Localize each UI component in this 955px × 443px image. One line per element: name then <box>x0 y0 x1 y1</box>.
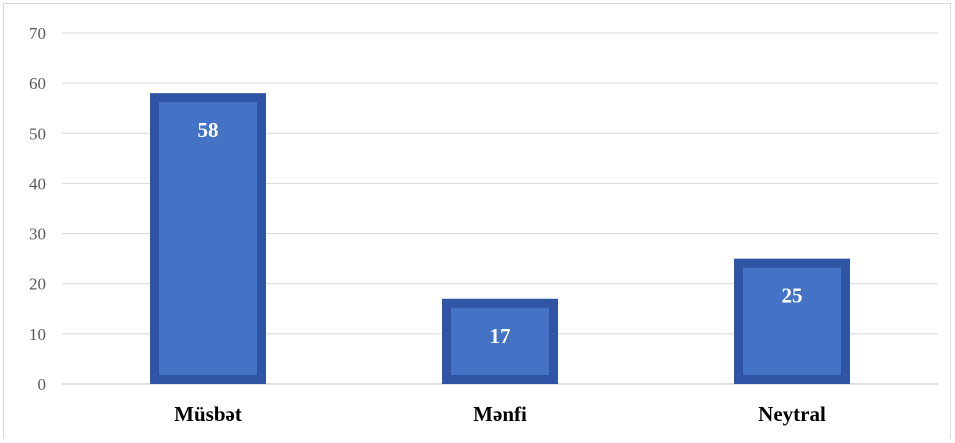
bar-group: 17 <box>442 298 558 384</box>
x-category-label: Mənfi <box>473 402 527 426</box>
data-label: 58 <box>198 118 219 142</box>
y-tick-label: 20 <box>29 275 46 294</box>
y-tick-label: 50 <box>29 124 46 143</box>
y-tick-label: 30 <box>29 225 46 244</box>
y-tick-label: 60 <box>29 74 46 93</box>
bars: 58 17 25 <box>150 93 850 385</box>
y-tick-label: 70 <box>29 24 46 43</box>
x-category-label: Müsbət <box>174 402 242 426</box>
data-label: 25 <box>782 284 803 308</box>
bar-inner-fill <box>159 102 257 376</box>
x-category-label: Neytral <box>758 402 826 426</box>
y-tick-label: 40 <box>29 174 46 193</box>
y-tick-label: 0 <box>38 375 47 394</box>
bar-group: 25 <box>734 258 850 384</box>
y-axis-ticks: 0 10 20 30 40 50 60 70 <box>29 24 46 394</box>
x-axis-labels: Müsbət Mənfi Neytral <box>174 402 826 426</box>
bar-inner-fill <box>451 307 549 375</box>
data-label: 17 <box>490 324 511 348</box>
bar-group: 58 <box>150 93 266 385</box>
chart-frame <box>3 3 951 439</box>
bar-inner-fill <box>743 267 841 375</box>
y-tick-label: 10 <box>29 325 46 344</box>
